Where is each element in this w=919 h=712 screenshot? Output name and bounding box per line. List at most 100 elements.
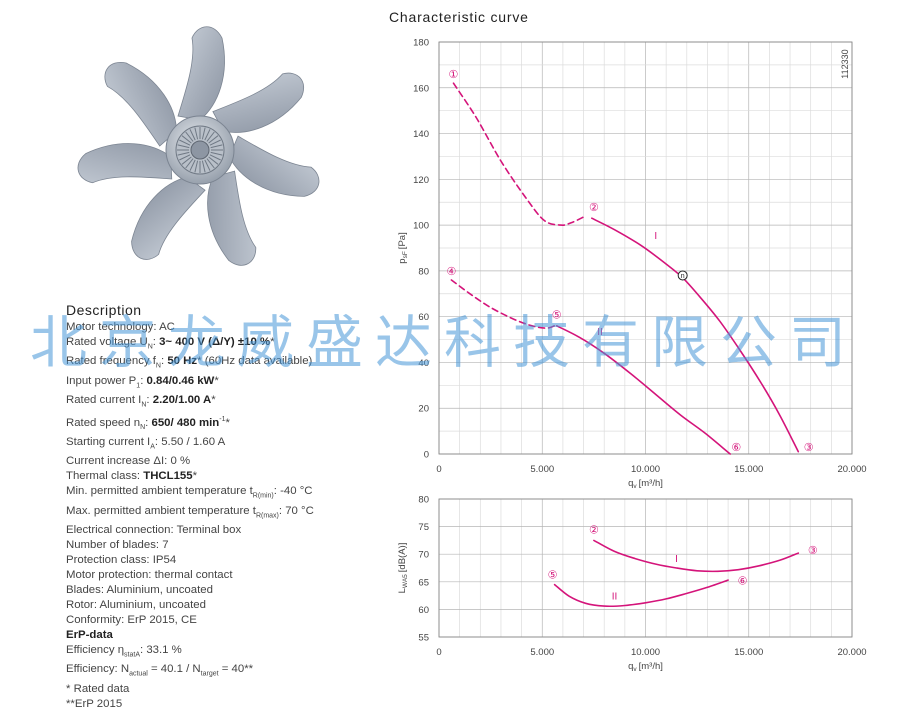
description-line: ErP-data — [66, 628, 396, 643]
description-text: N — [141, 401, 147, 409]
description-text: Starting current I — [66, 436, 151, 449]
description-text: : — [146, 393, 153, 406]
y-tick-label: 55 — [418, 633, 429, 644]
curve-i-solid — [593, 539, 800, 573]
description-text: 650/ 480 min — [151, 416, 220, 429]
description-line: Motor protection: thermal contact — [66, 568, 396, 583]
description-text: Protection class: IP54 — [66, 554, 177, 567]
curve-i-dashed — [452, 82, 587, 226]
fan-blade — [104, 61, 177, 147]
description-text: : — [140, 374, 147, 387]
characteristic-curves: 0 5.000 10.000 15.000 20.000 0 20 40 60 80 100 120 1… — [397, 38, 867, 674]
fan-blade — [228, 135, 320, 197]
description-line: Min. permitted ambient temperature tR(mi… — [66, 484, 396, 503]
x-axis-label: qv [m³/h] — [628, 478, 663, 490]
y-tick-label: 40 — [418, 358, 429, 369]
description-text: 0.84/0.46 kW — [146, 374, 215, 387]
point-marker: ② — [589, 524, 599, 536]
x-axis-label: qv [m³/h] — [628, 661, 663, 673]
description-line: Rated speed nN: 650/ 480 min-1* — [66, 412, 396, 435]
description-line: Conformity: ErP 2015, CE — [66, 613, 396, 628]
point-marker: ③ — [804, 442, 814, 454]
description-line: Thermal class: THCL155* — [66, 469, 396, 484]
x-tick-label: 10.000 — [631, 647, 660, 658]
description-text: Blades: Aluminium, uncoated — [66, 584, 213, 597]
curve-label: I — [675, 554, 678, 565]
y-tick-label: 140 — [413, 129, 429, 140]
description-text: Rated current I — [66, 393, 142, 406]
y-tick-label: 65 — [418, 577, 429, 588]
description-line: Rated current IN: 2.20/1.00 A* — [66, 393, 396, 412]
curve-ii-solid — [555, 325, 731, 455]
description-text: Rotor: Aluminium, uncoated — [66, 599, 206, 612]
fan-blade — [207, 170, 257, 266]
description-text: * (60Hz data available) — [197, 355, 313, 368]
pressure-chart: 0 5.000 10.000 15.000 20.000 0 20 40 60 80 100 120 1… — [397, 38, 867, 491]
curve-label: I — [654, 231, 657, 242]
description-text: Motor protection: thermal contact — [66, 569, 233, 582]
y-tick-label: 20 — [418, 404, 429, 415]
y-tick-label: 60 — [418, 312, 429, 323]
y-tick-label: 180 — [413, 38, 429, 49]
description-line: * Rated data — [66, 682, 396, 697]
point-marker: ⑥ — [738, 576, 748, 588]
pressure-frame — [438, 41, 853, 455]
description-line: Rated voltage UN: 3~ 400 V (Δ/Y) ±10 %* — [66, 335, 396, 354]
curve-label: II — [612, 591, 618, 602]
description-text: R(max) — [255, 512, 279, 520]
fan-blade — [131, 176, 206, 260]
description-text: : 70 °C — [278, 504, 314, 517]
y-tick-label: 75 — [418, 522, 429, 533]
description-line: Current increase ΔI: 0 % — [66, 454, 396, 469]
description-text: N — [140, 424, 146, 432]
description-text: * — [214, 374, 219, 387]
y-tick-label: 70 — [418, 550, 429, 561]
description-text: THCL155 — [143, 470, 193, 483]
description-text: Motor technology: AC — [66, 321, 175, 333]
y-tick-label: 80 — [418, 495, 429, 506]
description-text: : -40 °C — [273, 485, 313, 498]
description-text: A — [150, 443, 155, 451]
description-text: : — [145, 416, 152, 429]
description-text: actual — [129, 670, 148, 678]
x-tick-label: 10.000 — [631, 464, 660, 475]
description-text: Current increase ΔI: 0 % — [66, 455, 191, 468]
fan-blade — [212, 72, 304, 133]
point-marker: ③ — [808, 545, 818, 557]
curve-ii-solid — [553, 579, 729, 608]
description-text: statA — [124, 651, 140, 659]
description-text: Rated frequency f — [66, 355, 156, 368]
description-line: Max. permitted ambient temperature tR(ma… — [66, 504, 396, 523]
fan-blade — [77, 143, 173, 184]
curve-i-solid — [591, 217, 800, 453]
description-line: Efficiency: Nactual = 40.1 / Ntarget = 4… — [66, 662, 396, 681]
description-text: Rated speed n — [66, 416, 141, 429]
description-text: Rated voltage U — [66, 336, 148, 348]
description-text: * Rated data — [66, 682, 130, 695]
description-text: Max. permitted ambient temperature t — [66, 504, 256, 517]
description-text: Number of blades: 7 — [66, 539, 169, 552]
description-text: **ErP 2015 — [66, 697, 123, 710]
point-marker: ⑥ — [731, 442, 741, 454]
description-text: * — [211, 393, 216, 406]
description-text: Efficiency: N — [66, 663, 130, 676]
sound-chart: 0 5.000 10.000 15.000 20.000 55 60 65 70 75 80 qv [m… — [397, 495, 867, 674]
description-line: Rated frequency fN: 50 Hz* (60Hz data av… — [66, 354, 396, 373]
x-tick-label: 5.000 — [530, 464, 554, 475]
description-text: N — [155, 362, 161, 370]
description-text: 50 Hz — [167, 355, 198, 368]
description-text: target — [200, 670, 219, 678]
operating-point-marker — [677, 270, 688, 281]
description-text: N — [147, 343, 153, 351]
description-text: 3~ 400 V (Δ/Y) ±10 % — [159, 336, 271, 348]
description-text: : — [160, 355, 168, 368]
curve-label: II — [597, 327, 603, 338]
fan-blade — [177, 26, 225, 121]
description-line: Motor technology: AC — [66, 320, 396, 335]
description-text: * — [192, 470, 198, 483]
description-text: -1 — [219, 416, 226, 424]
point-marker: ① — [449, 69, 459, 81]
description-line: **ErP 2015 — [66, 697, 396, 712]
x-tick-label: 15.000 — [734, 464, 763, 475]
description-line: Number of blades: 7 — [66, 538, 396, 553]
